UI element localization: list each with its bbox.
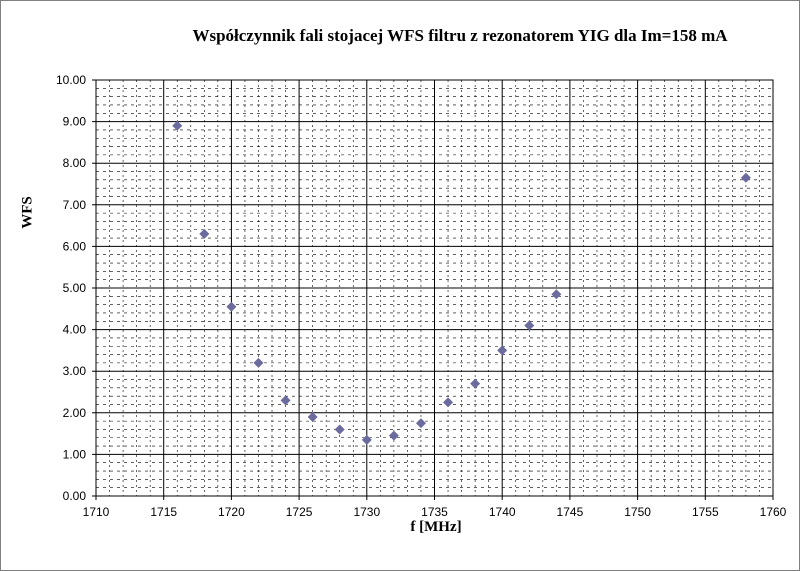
y-tick-label: 5.00 — [63, 281, 87, 295]
chart-title: Współczynnik fali stojacej WFS filtru z … — [192, 26, 728, 45]
data-point — [172, 120, 183, 131]
x-axis-label: f [MHz] — [410, 519, 462, 535]
y-tick-label: 9.00 — [63, 115, 87, 129]
x-tick-label: 1725 — [286, 505, 313, 519]
x-tick-label: 1750 — [624, 505, 651, 519]
y-tick-label: 8.00 — [63, 156, 87, 170]
y-tick-label: 7.00 — [63, 198, 87, 212]
data-point — [253, 357, 264, 368]
y-tick-label: 10.00 — [56, 73, 86, 87]
data-point — [226, 301, 237, 312]
plot-border — [95, 79, 774, 497]
y-tick-label: 1.00 — [63, 447, 87, 461]
x-tick-label: 1755 — [692, 505, 719, 519]
x-tick-labels: 1710 1715 1720 1725 1730 1735 1740 1745 1750 1755… — [83, 505, 787, 519]
data-points — [172, 120, 751, 445]
x-tick-label: 1720 — [218, 505, 245, 519]
y-tick-label: 6.00 — [63, 239, 87, 253]
y-tick-label: 3.00 — [63, 364, 87, 378]
x-tick-label: 1745 — [557, 505, 584, 519]
y-tick-label: 2.00 — [63, 406, 87, 420]
y-tick-labels: 0.00 1.00 2.00 3.00 4.00 5.00 6.00 7.00 8.00 9.00… — [56, 73, 86, 503]
x-tick-label: 1730 — [353, 505, 380, 519]
x-tick-label: 1740 — [489, 505, 516, 519]
y-tick-label: 0.00 — [63, 489, 87, 503]
data-point — [307, 411, 318, 422]
data-point — [361, 434, 372, 445]
data-point — [388, 430, 399, 441]
x-tick-label: 1735 — [421, 505, 448, 519]
data-point — [551, 289, 562, 300]
data-point — [334, 424, 345, 435]
data-point — [524, 320, 535, 331]
data-point — [497, 345, 508, 356]
data-point — [443, 397, 454, 408]
x-tick-label: 1715 — [150, 505, 177, 519]
y-tick-label: 4.00 — [63, 323, 87, 337]
data-point — [199, 228, 210, 239]
data-point — [470, 378, 481, 389]
data-point — [415, 418, 426, 429]
major-grid — [92, 79, 774, 500]
x-tick-label: 1710 — [83, 505, 110, 519]
data-point — [740, 172, 751, 183]
data-point — [280, 395, 291, 406]
x-tick-label: 1760 — [760, 505, 787, 519]
